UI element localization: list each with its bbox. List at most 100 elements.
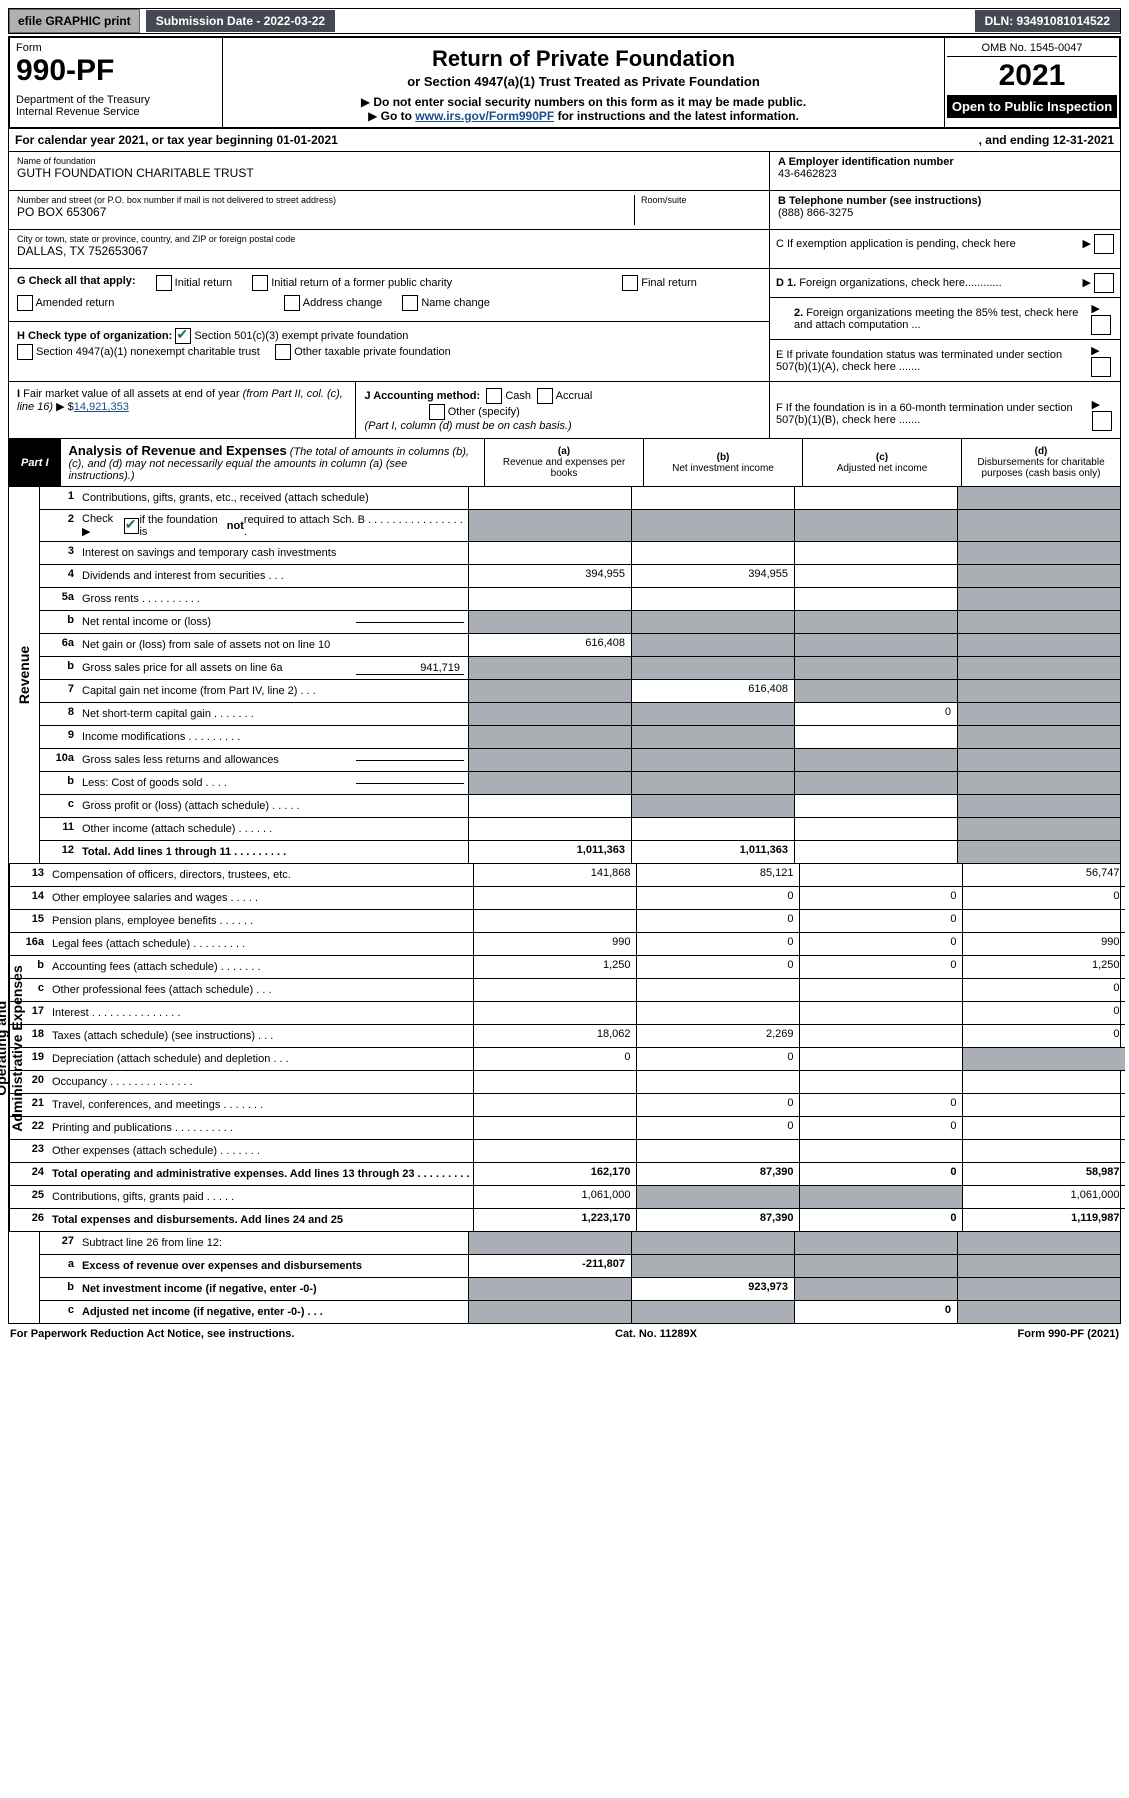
row-number: 6a <box>40 634 78 656</box>
f-section: F If the foundation is in a 60-month ter… <box>770 382 1120 438</box>
table-row: bNet rental income or (loss) <box>40 611 1120 634</box>
h-501c3-checkbox[interactable] <box>175 328 191 344</box>
dln-badge: DLN: 93491081014522 <box>975 10 1120 32</box>
d2-checkbox[interactable] <box>1091 315 1111 335</box>
amount-cell-a <box>473 887 636 909</box>
h-4947-checkbox[interactable] <box>17 344 33 360</box>
row-number: a <box>40 1255 78 1277</box>
g-amended-return-checkbox[interactable] <box>17 295 33 311</box>
amount-cell-d <box>962 1117 1125 1139</box>
amount-cell-b <box>631 749 794 771</box>
header-left: Form 990-PF Department of the Treasury I… <box>10 38 223 127</box>
row-description: Total. Add lines 1 through 11 . . . . . … <box>78 841 468 863</box>
revenue-side-label: Revenue <box>9 487 40 863</box>
col-c-header: (c) Adjusted net income <box>802 439 961 486</box>
row-number: b <box>40 657 78 679</box>
amount-cell-a <box>468 487 631 509</box>
f-checkbox[interactable] <box>1092 411 1112 431</box>
amount-cell-d <box>957 1232 1120 1254</box>
amount-cell-d: 56,747 <box>962 864 1125 886</box>
g-initial-former-checkbox[interactable] <box>252 275 268 291</box>
amount-cell-d <box>957 749 1120 771</box>
row-number: 5a <box>40 588 78 610</box>
amount-cell-b: 0 <box>636 887 799 909</box>
amount-cell-b <box>631 1255 794 1277</box>
amount-cell-d <box>957 611 1120 633</box>
table-row: 2Check ▶ if the foundation is not requir… <box>40 510 1120 542</box>
h-other-checkbox[interactable] <box>275 344 291 360</box>
amount-cell-d: 1,250 <box>962 956 1125 978</box>
amount-cell-b <box>631 588 794 610</box>
amount-cell-c: 0 <box>799 956 962 978</box>
schb-checkbox[interactable] <box>124 518 140 534</box>
amount-cell-c: 0 <box>799 1117 962 1139</box>
row-description: Legal fees (attach schedule) . . . . . .… <box>48 933 473 955</box>
row-description: Check ▶ if the foundation is not require… <box>78 510 468 541</box>
amount-cell-a <box>468 772 631 794</box>
amount-cell-d <box>957 841 1120 863</box>
row-number: b <box>40 772 78 794</box>
department-text: Department of the Treasury Internal Reve… <box>16 94 216 118</box>
amount-cell-c <box>794 749 957 771</box>
row-description: Adjusted net income (if negative, enter … <box>78 1301 468 1323</box>
g-final-return-checkbox[interactable] <box>622 275 638 291</box>
form-number: 990-PF <box>16 54 216 88</box>
amount-cell-c <box>794 726 957 748</box>
amount-cell-c <box>794 680 957 702</box>
header-center: Return of Private Foundation or Section … <box>223 38 944 127</box>
row-description: Taxes (attach schedule) (see instruction… <box>48 1025 473 1047</box>
j-cash-checkbox[interactable] <box>486 388 502 404</box>
footer-center: Cat. No. 11289X <box>615 1328 697 1340</box>
instructions-link[interactable]: www.irs.gov/Form990PF <box>415 109 554 123</box>
row-number: 1 <box>40 487 78 509</box>
table-row: 6aNet gain or (loss) from sale of assets… <box>40 634 1120 657</box>
amount-cell-d <box>957 795 1120 817</box>
row-number: 15 <box>10 910 48 932</box>
row-description: Interest . . . . . . . . . . . . . . . <box>48 1002 473 1024</box>
amount-cell-c <box>794 611 957 633</box>
row-number: 11 <box>40 818 78 840</box>
amount-cell-c <box>799 1071 962 1093</box>
part1-header: Part I Analysis of Revenue and Expenses … <box>8 439 1121 487</box>
row-description: Gross sales less returns and allowances <box>78 749 468 771</box>
amount-cell-b <box>636 979 799 1001</box>
efile-print-button[interactable]: efile GRAPHIC print <box>9 9 140 33</box>
amount-cell-b: 0 <box>636 1048 799 1070</box>
amount-cell-d: 0 <box>962 979 1125 1001</box>
c-checkbox[interactable] <box>1094 234 1114 254</box>
table-row: 5aGross rents . . . . . . . . . . <box>40 588 1120 611</box>
amount-cell-d: 0 <box>962 1025 1125 1047</box>
e-row: E If private foundation status was termi… <box>770 340 1120 381</box>
j-other-checkbox[interactable] <box>429 404 445 420</box>
amount-cell-b: 394,955 <box>631 565 794 587</box>
amount-cell-a <box>468 703 631 725</box>
col-a-header: (a) Revenue and expenses per books <box>484 439 643 486</box>
g-initial-return-checkbox[interactable] <box>156 275 172 291</box>
row-description: Capital gain net income (from Part IV, l… <box>78 680 468 702</box>
amount-cell-a: 1,250 <box>473 956 636 978</box>
g-address-change-checkbox[interactable] <box>284 295 300 311</box>
fmv-link[interactable]: 14,921,353 <box>74 401 129 413</box>
amount-cell-d <box>957 680 1120 702</box>
row-number: 24 <box>10 1163 48 1185</box>
open-public-badge: Open to Public Inspection <box>947 95 1117 118</box>
table-row: 12Total. Add lines 1 through 11 . . . . … <box>40 841 1120 863</box>
amount-cell-c: 0 <box>799 933 962 955</box>
table-row: 1Contributions, gifts, grants, etc., rec… <box>40 487 1120 510</box>
amount-cell-c <box>799 1048 962 1070</box>
amount-cell-a: 1,011,363 <box>468 841 631 863</box>
j-accrual-checkbox[interactable] <box>537 388 553 404</box>
d1-checkbox[interactable] <box>1094 273 1114 293</box>
amount-cell-d: 58,987 <box>962 1163 1125 1185</box>
g-name-change-checkbox[interactable] <box>402 295 418 311</box>
table-row: 23Other expenses (attach schedule) . . .… <box>10 1140 1125 1163</box>
row-description: Less: Cost of goods sold . . . . <box>78 772 468 794</box>
amount-cell-d <box>957 726 1120 748</box>
entity-info-grid: Name of foundation GUTH FOUNDATION CHARI… <box>8 152 1121 269</box>
amount-cell-a <box>468 1301 631 1323</box>
e-checkbox[interactable] <box>1091 357 1111 377</box>
amount-cell-d <box>957 487 1120 509</box>
expenses-section: Operating and Administrative Expenses 13… <box>8 864 1121 1232</box>
amount-cell-a <box>473 1140 636 1162</box>
header-note-2: Go to www.irs.gov/Form990PF for instruct… <box>233 109 934 123</box>
